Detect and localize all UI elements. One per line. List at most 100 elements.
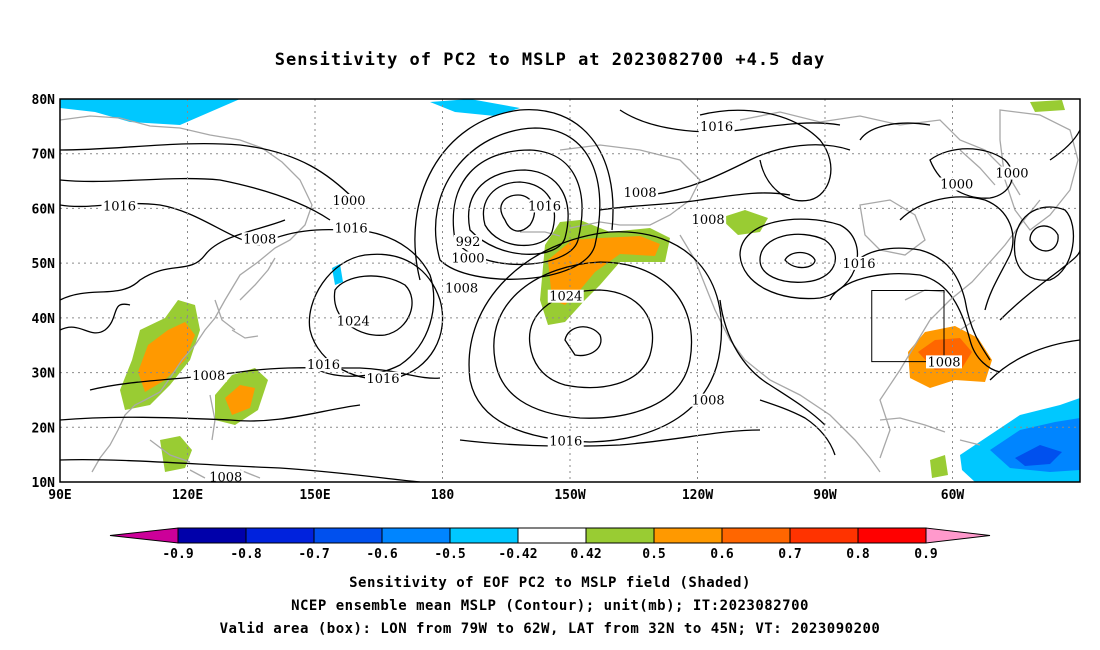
- contour-label: 1016: [307, 358, 340, 373]
- colorbar-swatch: [245, 527, 315, 544]
- colorbar-swatch: [857, 527, 927, 544]
- latitude-axis: 80N 70N 60N 50N 40N 30N 20N 10N: [32, 93, 56, 491]
- contour-line: [699, 109, 832, 202]
- colorbar-swatch: [313, 527, 383, 544]
- colorbar-swatch: [449, 527, 519, 544]
- valid-area-box: [871, 290, 945, 363]
- colorbar-tick-label: -0.9: [162, 547, 193, 562]
- contour-line: [60, 404, 361, 422]
- coastline-korea-japan: [214, 257, 276, 339]
- contour-line: [1029, 225, 1059, 252]
- shade-green-western-us: [720, 210, 768, 235]
- coastline-canadian-arctic: [739, 111, 1021, 196]
- contour-line: [60, 202, 261, 246]
- contour-label-bg: [526, 199, 563, 213]
- contour-line: [89, 367, 441, 391]
- colorbar-swatch: [585, 527, 655, 544]
- colorbar-swatch: [653, 527, 723, 544]
- contour-line: [564, 326, 602, 357]
- colorbar-tick-label: -0.7: [298, 547, 329, 562]
- colorbar-tick-label: 0.7: [778, 547, 801, 562]
- lat-tick-label: 30N: [32, 367, 56, 382]
- contour-label: 1024: [337, 314, 370, 329]
- contour-line: [60, 219, 286, 301]
- map-title: Sensitivity of PC2 to MSLP at 2023082700…: [274, 50, 826, 70]
- lat-tick-label: 50N: [32, 257, 56, 272]
- contour-line: [784, 251, 816, 269]
- contour-label: 1016: [700, 120, 733, 135]
- colorbar-tick-label: -0.6: [366, 547, 397, 562]
- contour-line: [493, 261, 693, 419]
- contour-label: 1000: [995, 167, 1028, 182]
- shade-orange-philippine-sea: [225, 385, 255, 415]
- contour-label-bg: [207, 470, 244, 484]
- contour-label: 1016: [528, 199, 561, 214]
- contour-label: 1000: [332, 194, 365, 209]
- contour-line: [459, 429, 761, 447]
- colorbar-tick-label: 0.6: [710, 547, 734, 562]
- contour-line: [859, 122, 931, 141]
- contour-line: [60, 458, 421, 482]
- lon-tick-label: 90W: [813, 488, 837, 503]
- contour-line: [829, 273, 1001, 373]
- contour-label-bg: [622, 185, 659, 199]
- colorbar-high-triangle: [925, 527, 991, 544]
- contour-line: [899, 196, 1014, 311]
- colorbar-swatch: [517, 527, 587, 544]
- contour-label: 1008: [445, 282, 478, 297]
- lat-tick-label: 80N: [32, 93, 56, 108]
- contour-label: 1024: [549, 290, 582, 305]
- colorbar-low-triangle: [109, 527, 179, 544]
- lon-tick-label: 150W: [554, 488, 585, 503]
- contour-line: [999, 249, 1080, 321]
- contour-label-bg: [938, 177, 975, 191]
- coastlines: [60, 109, 1079, 479]
- contour-label: 1016: [335, 221, 368, 236]
- contour-line: [1049, 129, 1080, 161]
- contour-label-bg: [547, 289, 584, 303]
- contour-line: [60, 142, 356, 201]
- contour-label-bg: [690, 213, 727, 227]
- contour-line: [414, 109, 614, 281]
- contour-label: 1016: [549, 435, 582, 450]
- contour-line: [468, 231, 723, 443]
- colorbar-tick-label: -0.5: [434, 547, 465, 562]
- contour-line: [269, 228, 435, 377]
- colorbar-swatch: [177, 527, 247, 544]
- shade-green-atlantic-small: [930, 455, 948, 478]
- colorbar-swatch: [789, 527, 859, 544]
- colorbar-swatch: [721, 527, 791, 544]
- shade-cyan-arctic-west: [60, 99, 240, 125]
- caption-line-3: Valid area (box): LON from 79W to 62W, L…: [219, 621, 881, 637]
- lat-tick-label: 40N: [32, 312, 56, 327]
- coastline-alaska: [520, 144, 701, 237]
- contour-label-bg: [331, 193, 367, 207]
- contour-label: 1008: [624, 186, 657, 201]
- lat-tick-label: 20N: [32, 421, 56, 436]
- colorbar-tick-label: -0.8: [230, 547, 261, 562]
- contour-label-bg: [365, 371, 401, 385]
- contour-label-bg: [994, 166, 1030, 180]
- map-frame: [59, 98, 1081, 483]
- contour-line: [649, 144, 851, 196]
- contour-line: [60, 303, 131, 334]
- coastline-hudson-bay: [859, 199, 926, 256]
- contour-label-bg: [926, 355, 962, 369]
- lon-tick-label: 90E: [48, 488, 71, 503]
- colorbar-tick-label: 0.5: [642, 547, 665, 562]
- contour-label: 992: [456, 235, 481, 250]
- contour-label-bg: [190, 369, 227, 383]
- coastline-north-america-west: [679, 234, 881, 473]
- contour-line: [452, 149, 583, 266]
- colorbar-tick-label: -0.42: [498, 547, 537, 562]
- lat-tick-label: 70N: [32, 148, 56, 163]
- coastline-caribbean: [879, 417, 981, 446]
- contour-label: 1016: [103, 199, 136, 214]
- lon-tick-label: 180: [431, 488, 455, 503]
- lat-tick-label: 60N: [32, 202, 56, 217]
- contour-label-bg: [101, 199, 138, 213]
- longitude-axis: 90E 120E 150E 180 150W 120W 90W 60W: [48, 488, 964, 503]
- contour-line: [308, 253, 444, 380]
- contour-label-bg: [333, 221, 370, 235]
